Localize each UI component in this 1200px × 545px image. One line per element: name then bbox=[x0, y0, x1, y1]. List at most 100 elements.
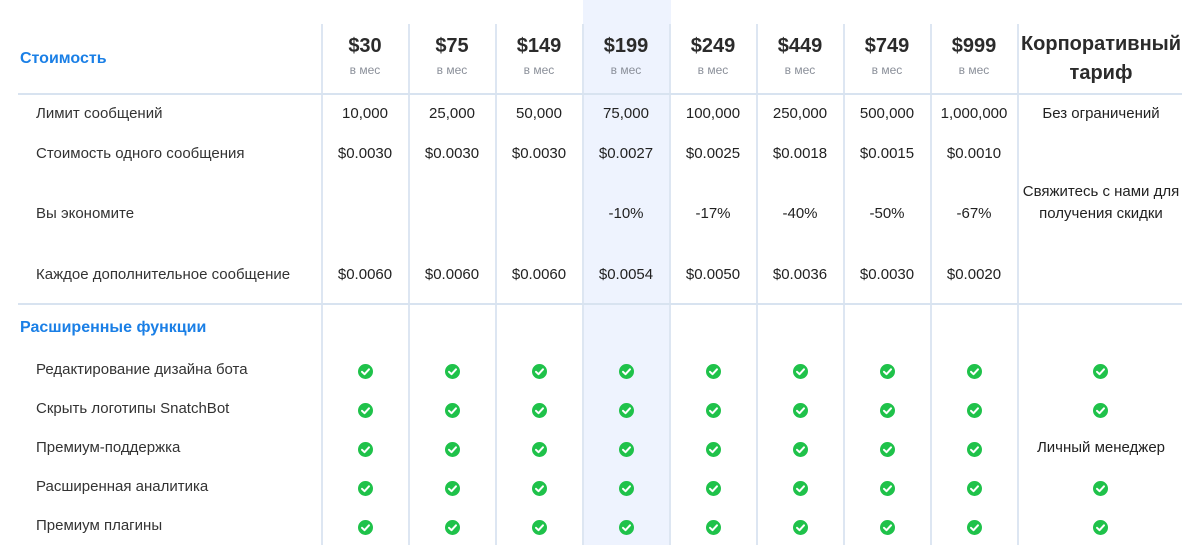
table-cell: 50,000 bbox=[516, 105, 562, 122]
plan-price: $999 bbox=[951, 35, 997, 57]
column-divider bbox=[1017, 24, 1019, 545]
table-cell: $0.0010 bbox=[946, 145, 1002, 162]
table-cell: $0.0060 bbox=[424, 266, 480, 283]
column-divider bbox=[495, 24, 497, 545]
plan-price: $249 bbox=[690, 35, 736, 57]
check-circle-icon bbox=[618, 480, 634, 496]
plan-period: в мес bbox=[610, 63, 642, 77]
row-label-advanced-analytics: Расширенная аналитика bbox=[36, 478, 209, 495]
check-circle-icon bbox=[444, 402, 460, 418]
check-circle-icon bbox=[1092, 402, 1108, 418]
enterprise-plan-title: Корпоративный тариф bbox=[1020, 33, 1182, 84]
table-cell: -10% bbox=[608, 205, 644, 222]
check-circle-icon bbox=[357, 402, 373, 418]
check-circle-icon bbox=[618, 441, 634, 457]
column-divider bbox=[408, 24, 410, 545]
enterprise-discount-note: Свяжитесь с нами для получения скидки bbox=[1022, 183, 1180, 222]
enterprise-message-limit: Без ограничений bbox=[1042, 105, 1160, 122]
enterprise-personal-manager: Личный менеджер bbox=[1036, 439, 1166, 456]
check-circle-icon bbox=[444, 363, 460, 379]
check-circle-icon bbox=[879, 363, 895, 379]
header-divider bbox=[18, 93, 1182, 95]
check-circle-icon bbox=[705, 402, 721, 418]
check-circle-icon bbox=[792, 480, 808, 496]
table-cell: $0.0060 bbox=[511, 266, 567, 283]
check-circle-icon bbox=[444, 480, 460, 496]
check-circle-icon bbox=[966, 402, 982, 418]
check-circle-icon bbox=[618, 402, 634, 418]
plan-period: в мес bbox=[349, 63, 381, 77]
row-label-premium-support: Премиум-поддержка bbox=[36, 439, 181, 456]
plan-price: $149 bbox=[516, 35, 562, 57]
check-circle-icon bbox=[879, 480, 895, 496]
check-circle-icon bbox=[705, 441, 721, 457]
column-divider bbox=[930, 24, 932, 545]
check-circle-icon bbox=[966, 480, 982, 496]
plan-price: $749 bbox=[864, 35, 910, 57]
features-section-title: Расширенные функции bbox=[20, 319, 207, 336]
column-divider bbox=[321, 24, 323, 545]
check-circle-icon bbox=[357, 441, 373, 457]
row-label-hide-logos: Скрыть логотипы SnatchBot bbox=[36, 400, 230, 417]
table-cell: $0.0025 bbox=[685, 145, 741, 162]
table-cell: $0.0018 bbox=[772, 145, 828, 162]
check-circle-icon bbox=[357, 519, 373, 535]
table-cell: 500,000 bbox=[859, 105, 915, 122]
check-circle-icon bbox=[792, 441, 808, 457]
row-label-message-limit: Лимит сообщений bbox=[36, 105, 163, 122]
table-cell: 1,000,000 bbox=[940, 105, 1008, 122]
check-circle-icon bbox=[966, 441, 982, 457]
check-circle-icon bbox=[705, 363, 721, 379]
column-divider bbox=[669, 24, 671, 545]
plan-price: $30 bbox=[348, 35, 382, 57]
check-circle-icon bbox=[966, 363, 982, 379]
check-circle-icon bbox=[1092, 480, 1108, 496]
plan-price: $449 bbox=[777, 35, 823, 57]
pricing-section-title: Стоимость bbox=[20, 50, 107, 67]
check-circle-icon bbox=[357, 480, 373, 496]
table-cell: $0.0054 bbox=[598, 266, 654, 283]
column-divider bbox=[756, 24, 758, 545]
table-cell: $0.0015 bbox=[859, 145, 915, 162]
row-label-savings: Вы экономите bbox=[36, 205, 135, 222]
table-cell: $0.0030 bbox=[511, 145, 567, 162]
check-circle-icon bbox=[792, 402, 808, 418]
plan-period: в мес bbox=[784, 63, 816, 77]
table-cell: -17% bbox=[695, 205, 731, 222]
check-circle-icon bbox=[531, 519, 547, 535]
check-circle-icon bbox=[444, 441, 460, 457]
plan-period: в мес bbox=[697, 63, 729, 77]
check-circle-icon bbox=[531, 363, 547, 379]
row-label-bot-design: Редактирование дизайна бота bbox=[36, 361, 248, 378]
table-cell: 250,000 bbox=[772, 105, 828, 122]
check-circle-icon bbox=[1092, 519, 1108, 535]
check-circle-icon bbox=[966, 519, 982, 535]
row-label-premium-plugins: Премиум плагины bbox=[36, 517, 163, 534]
check-circle-icon bbox=[531, 441, 547, 457]
table-cell: -40% bbox=[782, 205, 818, 222]
check-circle-icon bbox=[1092, 363, 1108, 379]
plan-period: в мес bbox=[871, 63, 903, 77]
check-circle-icon bbox=[792, 519, 808, 535]
check-circle-icon bbox=[705, 519, 721, 535]
check-circle-icon bbox=[879, 441, 895, 457]
check-circle-icon bbox=[705, 480, 721, 496]
check-circle-icon bbox=[618, 519, 634, 535]
table-cell: 75,000 bbox=[603, 105, 649, 122]
table-cell: $0.0020 bbox=[946, 266, 1002, 283]
check-circle-icon bbox=[618, 363, 634, 379]
row-label-extra-message: Каждое дополнительное сообщение bbox=[36, 266, 291, 283]
check-circle-icon bbox=[879, 519, 895, 535]
row-label-message-cost: Стоимость одного сообщения bbox=[36, 145, 245, 162]
plan-price: $199 bbox=[603, 35, 649, 57]
check-circle-icon bbox=[531, 480, 547, 496]
table-cell: $0.0030 bbox=[859, 266, 915, 283]
column-divider bbox=[582, 24, 584, 545]
table-cell: 100,000 bbox=[685, 105, 741, 122]
plan-period: в мес bbox=[436, 63, 468, 77]
table-cell: 10,000 bbox=[342, 105, 388, 122]
plan-price: $75 bbox=[435, 35, 469, 57]
section-divider bbox=[18, 303, 1182, 305]
table-cell: $0.0030 bbox=[337, 145, 393, 162]
check-circle-icon bbox=[879, 402, 895, 418]
